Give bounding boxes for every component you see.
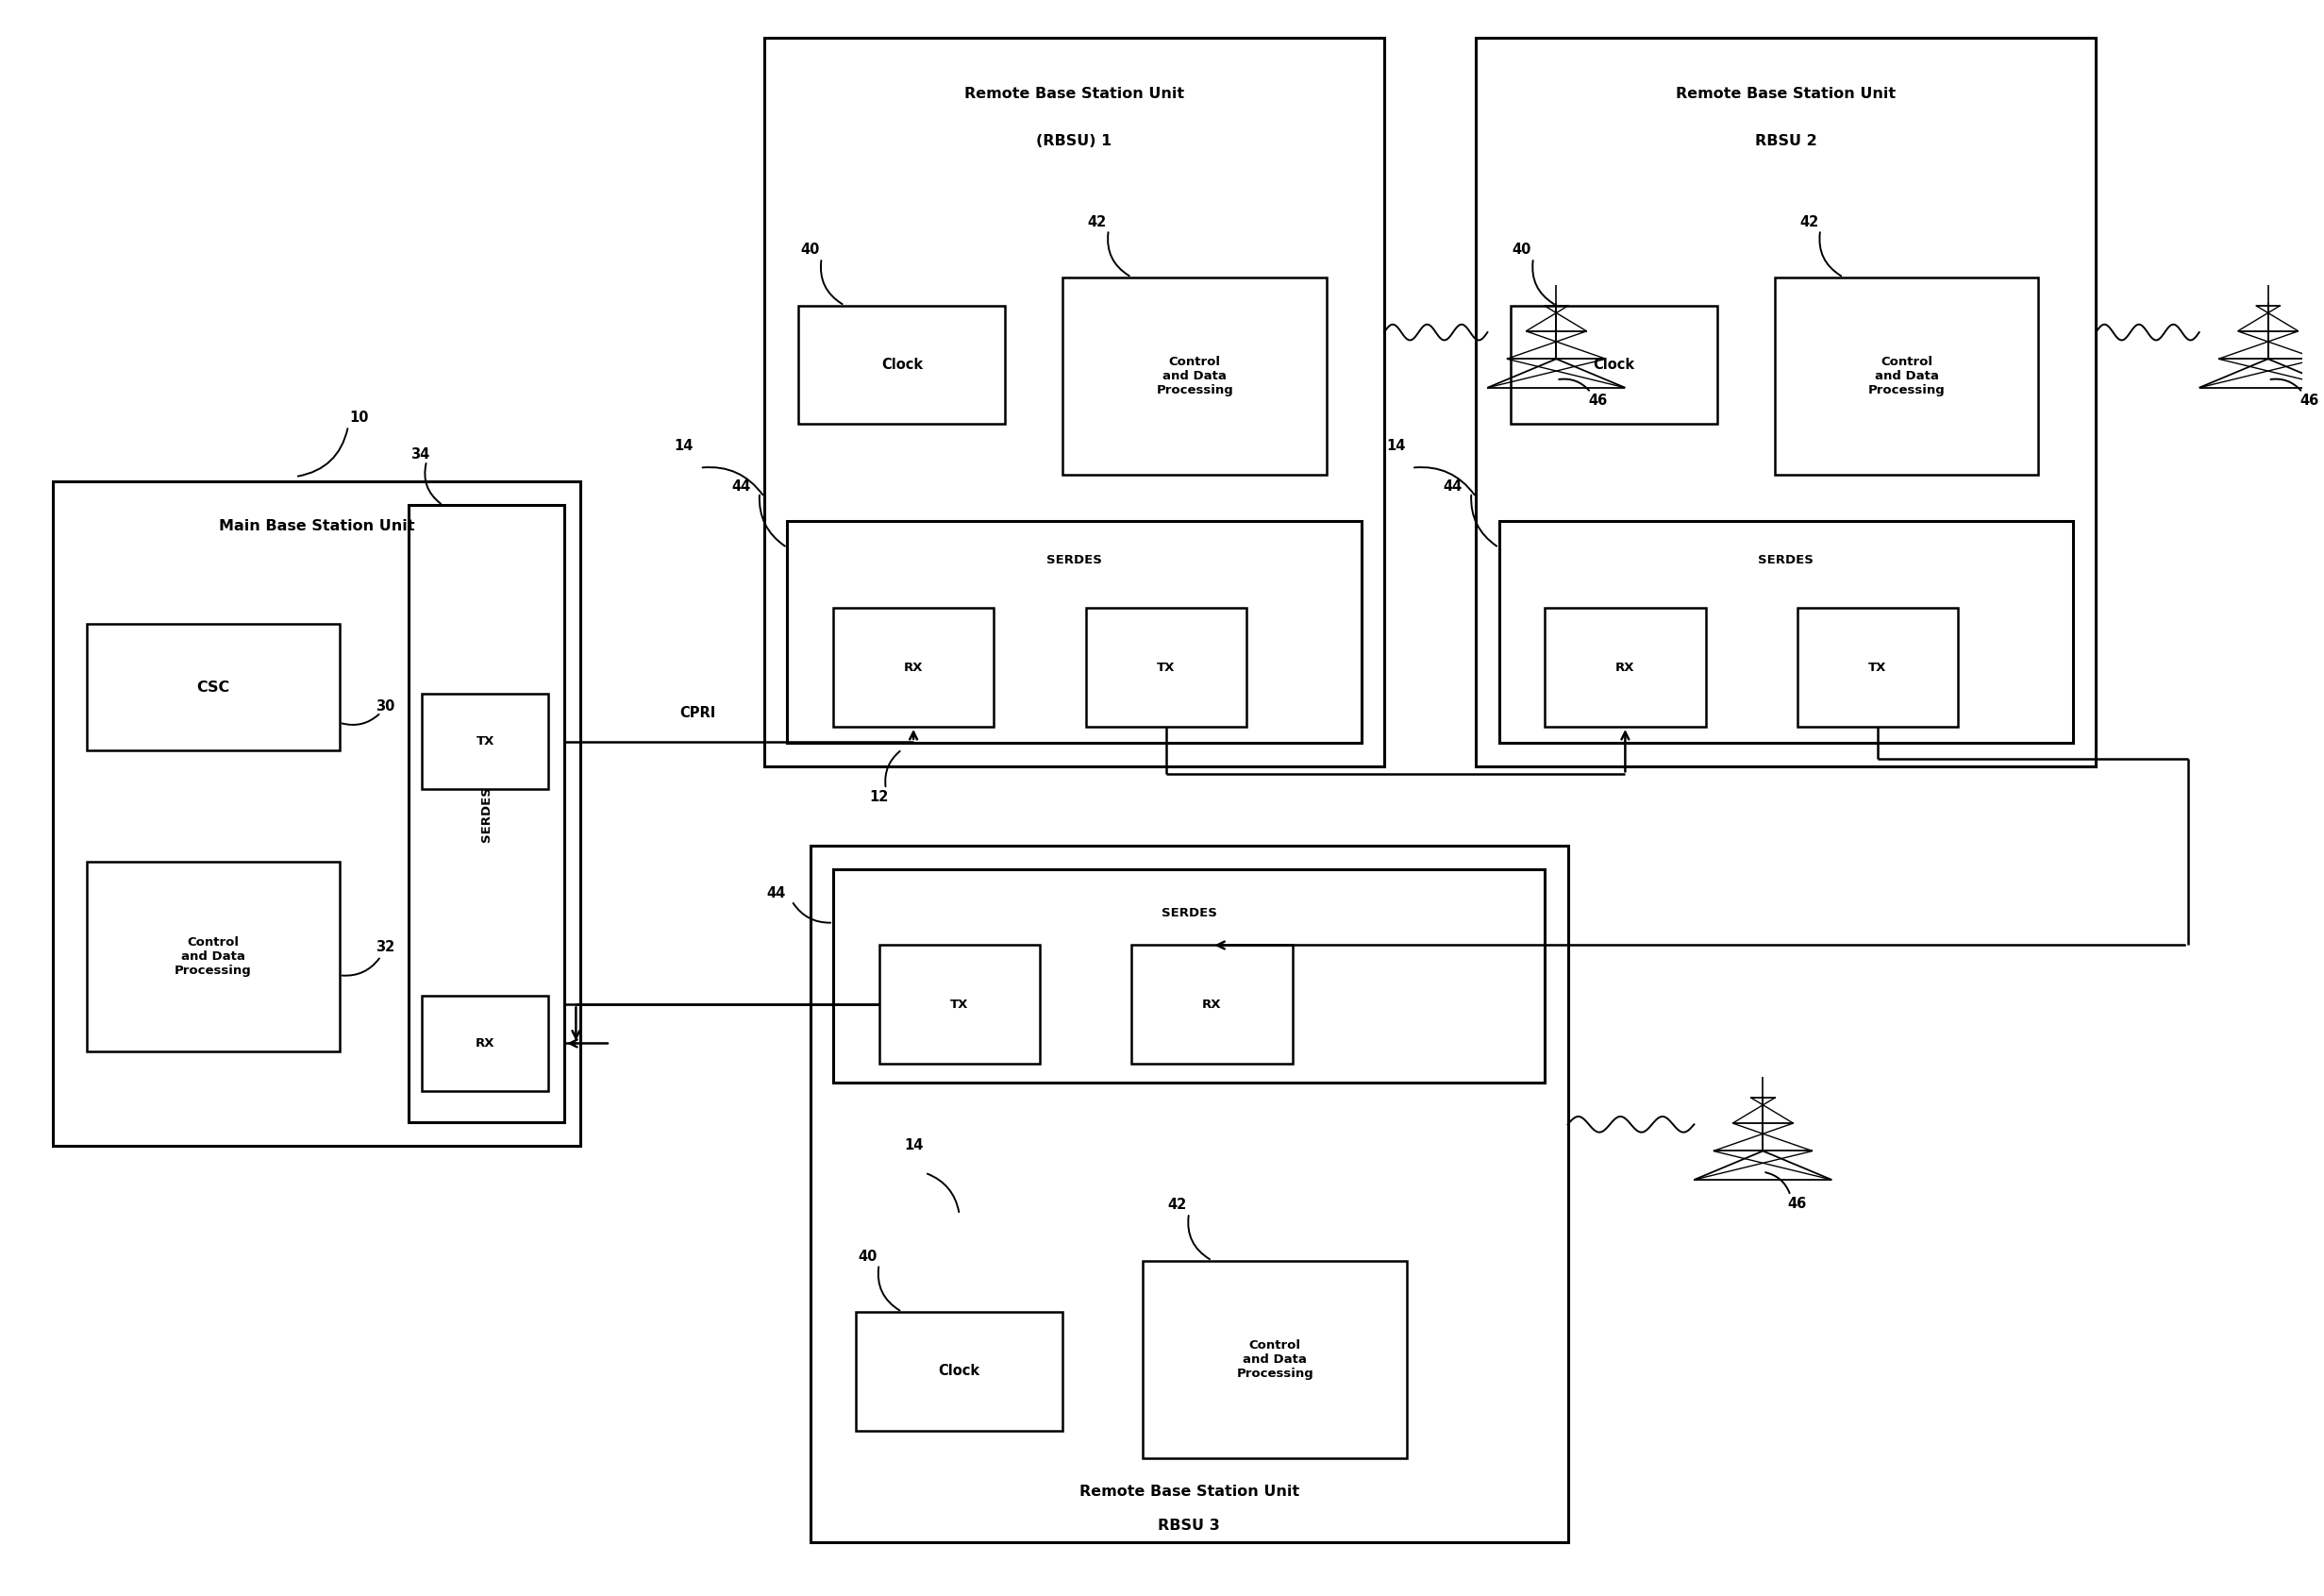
Text: 32: 32 bbox=[376, 940, 395, 954]
Text: Control
and Data
Processing: Control and Data Processing bbox=[1236, 1339, 1313, 1381]
Bar bbox=[1132, 945, 1292, 1065]
Text: SERDES: SERDES bbox=[1046, 554, 1102, 567]
Bar bbox=[1545, 608, 1706, 726]
Text: 34: 34 bbox=[411, 447, 430, 461]
Text: Main Base Station Unit: Main Base Station Unit bbox=[218, 519, 414, 533]
Text: SERDES: SERDES bbox=[1162, 908, 1218, 919]
Text: RX: RX bbox=[476, 1037, 495, 1050]
Text: TX: TX bbox=[1868, 661, 1887, 674]
Text: Control
and Data
Processing: Control and Data Processing bbox=[174, 935, 251, 977]
Text: 40: 40 bbox=[858, 1250, 876, 1264]
Text: Clock: Clock bbox=[881, 358, 923, 372]
Text: 40: 40 bbox=[1513, 243, 1532, 257]
Bar bbox=[811, 846, 1569, 1542]
Text: Clock: Clock bbox=[1592, 358, 1634, 372]
Text: Remote Base Station Unit: Remote Base Station Unit bbox=[964, 86, 1185, 101]
Text: CSC: CSC bbox=[198, 680, 230, 694]
Text: 46: 46 bbox=[2301, 393, 2319, 407]
Bar bbox=[788, 520, 1362, 742]
Bar bbox=[1476, 38, 2096, 766]
Text: Remote Base Station Unit: Remote Base Station Unit bbox=[1078, 1484, 1299, 1499]
Text: RX: RX bbox=[904, 661, 923, 674]
Text: TX: TX bbox=[951, 999, 969, 1010]
Text: TX: TX bbox=[476, 736, 495, 749]
Text: 44: 44 bbox=[732, 479, 751, 493]
Text: 40: 40 bbox=[799, 243, 820, 257]
Text: RBSU 2: RBSU 2 bbox=[1755, 134, 1817, 148]
Bar bbox=[1511, 305, 1717, 425]
Bar bbox=[799, 305, 1006, 425]
Text: (RBSU) 1: (RBSU) 1 bbox=[1037, 134, 1111, 148]
Bar bbox=[765, 38, 1385, 766]
Text: 42: 42 bbox=[1088, 215, 1106, 228]
Bar bbox=[423, 996, 548, 1090]
Text: Control
and Data
Processing: Control and Data Processing bbox=[1155, 356, 1234, 396]
Text: Clock: Clock bbox=[939, 1365, 981, 1379]
Text: TX: TX bbox=[1157, 661, 1176, 674]
Bar bbox=[1776, 278, 2038, 476]
Text: 12: 12 bbox=[869, 790, 888, 804]
Text: 42: 42 bbox=[1169, 1199, 1188, 1213]
Bar bbox=[1085, 608, 1246, 726]
Text: 14: 14 bbox=[1385, 439, 1406, 453]
Bar bbox=[53, 482, 581, 1146]
Bar bbox=[878, 945, 1039, 1065]
Text: 30: 30 bbox=[376, 699, 395, 713]
Bar bbox=[86, 862, 339, 1052]
Bar bbox=[855, 1312, 1062, 1430]
Text: RX: RX bbox=[1202, 999, 1222, 1010]
Bar bbox=[409, 506, 565, 1122]
Text: 14: 14 bbox=[904, 1138, 923, 1152]
Bar bbox=[1796, 608, 1959, 726]
Text: 44: 44 bbox=[767, 886, 786, 900]
Text: 46: 46 bbox=[1787, 1197, 1808, 1211]
Text: RX: RX bbox=[1615, 661, 1634, 674]
Text: 46: 46 bbox=[1587, 393, 1608, 407]
Bar bbox=[832, 608, 995, 726]
Text: 44: 44 bbox=[1443, 479, 1462, 493]
Bar bbox=[86, 624, 339, 750]
Bar bbox=[832, 870, 1545, 1084]
Text: 42: 42 bbox=[1799, 215, 1817, 228]
Bar bbox=[1062, 278, 1327, 476]
Bar bbox=[423, 694, 548, 788]
Text: SERDES: SERDES bbox=[481, 787, 493, 841]
Text: 10: 10 bbox=[349, 412, 370, 425]
Bar bbox=[1143, 1261, 1406, 1459]
Text: SERDES: SERDES bbox=[1759, 554, 1813, 567]
Text: Control
and Data
Processing: Control and Data Processing bbox=[1868, 356, 1945, 396]
Text: 14: 14 bbox=[674, 439, 693, 453]
Text: Remote Base Station Unit: Remote Base Station Unit bbox=[1676, 86, 1896, 101]
Text: CPRI: CPRI bbox=[679, 705, 716, 720]
Text: RBSU 3: RBSU 3 bbox=[1157, 1519, 1220, 1534]
Bar bbox=[1499, 520, 2073, 742]
